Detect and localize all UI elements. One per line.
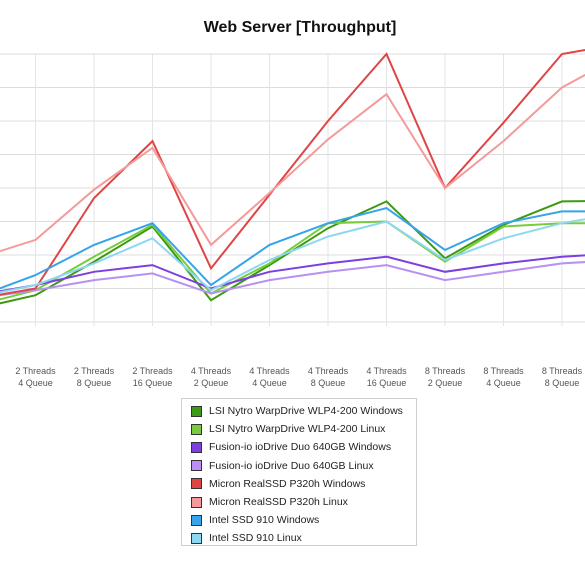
legend-item-micron-windows: Micron RealSSD P320h Windows xyxy=(191,475,416,493)
legend-swatch xyxy=(191,532,202,544)
series-line-6 xyxy=(0,73,585,253)
legend-label: LSI Nytro WarpDrive WLP4-200 Windows xyxy=(209,405,403,418)
x-tick-label: 2 Threads 4 Queue xyxy=(15,366,56,388)
legend-swatch xyxy=(191,405,202,417)
x-tick-label: 8 Threads 8 Queue xyxy=(542,366,583,388)
legend-label: Fusion-io ioDrive Duo 640GB Linux xyxy=(209,459,374,472)
legend-swatch xyxy=(191,423,202,435)
legend-item-intel-linux: Intel SSD 910 Linux xyxy=(191,529,416,547)
series-line-8 xyxy=(0,218,585,294)
legend-item-lsi-linux: LSI Nytro WarpDrive WLP4-200 Linux xyxy=(191,420,416,438)
series-line-2 xyxy=(0,220,585,301)
legend-label: Micron RealSSD P320h Linux xyxy=(209,496,348,509)
legend-item-micron-linux: Micron RealSSD P320h Linux xyxy=(191,493,416,511)
chart-title: Web Server [Throughput] xyxy=(203,19,397,36)
legend-swatch xyxy=(191,514,202,526)
grid-layer xyxy=(0,53,585,326)
x-tick-label: 4 Threads 8 Queue xyxy=(308,366,349,388)
legend-label: Intel SSD 910 Windows xyxy=(209,514,320,527)
legend-item-lsi-windows: LSI Nytro WarpDrive WLP4-200 Windows xyxy=(191,402,416,420)
legend-label: Micron RealSSD P320h Windows xyxy=(209,477,366,490)
series-line-3 xyxy=(0,254,585,293)
x-tick-label: 4 Threads 16 Queue xyxy=(366,366,407,388)
series-layer xyxy=(0,49,585,305)
legend-swatch xyxy=(191,460,202,472)
legend-label: Intel SSD 910 Linux xyxy=(209,532,302,545)
legend-swatch xyxy=(191,478,202,490)
series-line-4 xyxy=(0,261,585,297)
legend-item-fusionio-windows: Fusion-io ioDrive Duo 640GB Windows xyxy=(191,438,416,456)
legend-item-intel-windows: Intel SSD 910 Windows xyxy=(191,511,416,529)
x-tick-label: 8 Threads 2 Queue xyxy=(425,366,466,388)
legend-swatch xyxy=(191,441,202,453)
series-line-5 xyxy=(0,49,585,296)
legend-item-fusionio-linux: Fusion-io ioDrive Duo 640GB Linux xyxy=(191,457,416,475)
x-tick-label: 4 Threads 2 Queue xyxy=(191,366,232,388)
legend-label: LSI Nytro WarpDrive WLP4-200 Linux xyxy=(209,423,386,436)
x-tick-label: 8 Threads 4 Queue xyxy=(483,366,524,388)
series-line-7 xyxy=(0,207,585,290)
x-tick-label: 2 Threads 8 Queue xyxy=(74,366,115,388)
legend-swatch xyxy=(191,496,202,508)
x-tick-label: 2 Threads 16 Queue xyxy=(132,366,173,388)
chart-legend: LSI Nytro WarpDrive WLP4-200 Windows LSI… xyxy=(181,398,417,546)
x-tick-label: 4 Threads 4 Queue xyxy=(249,366,290,388)
legend-label: Fusion-io ioDrive Duo 640GB Windows xyxy=(209,441,392,454)
